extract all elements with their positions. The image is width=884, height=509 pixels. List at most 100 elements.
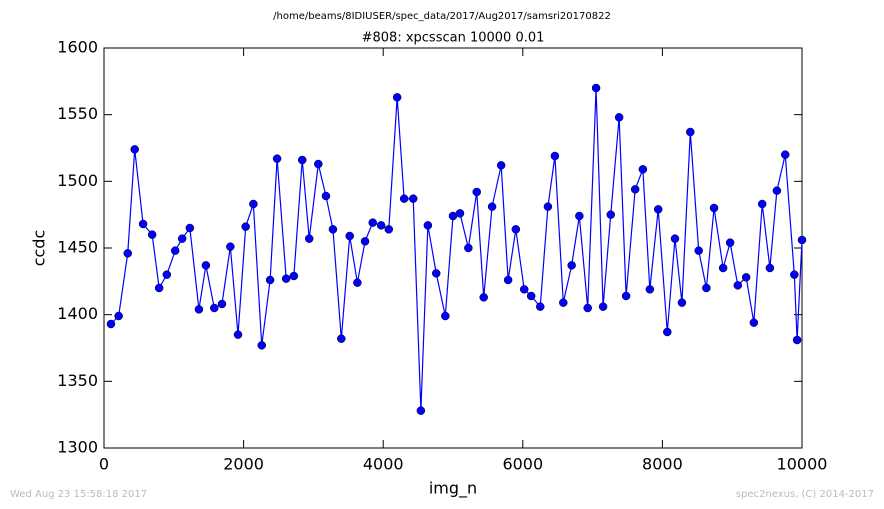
- data-point: [772, 186, 782, 195]
- data-point: [416, 406, 426, 415]
- data-point: [598, 302, 608, 311]
- data-point: [194, 305, 204, 314]
- data-point: [249, 199, 258, 209]
- x-tick-label: 10000: [777, 455, 828, 474]
- data-point: [154, 283, 164, 293]
- data-point: [392, 93, 402, 102]
- y-tick-label: 1500: [57, 171, 98, 190]
- data-point: [709, 203, 719, 213]
- data-point: [314, 159, 323, 169]
- data-point: [201, 261, 211, 270]
- data-point: [328, 225, 338, 234]
- data-point: [479, 293, 488, 302]
- data-point: [567, 261, 576, 270]
- data-point: [147, 230, 157, 239]
- footer-left: Wed Aug 23 15:58:18 2017: [10, 489, 147, 500]
- chart-title: #808: xpcsscan 10000 0.01: [362, 31, 545, 46]
- data-point: [606, 210, 615, 219]
- data-point: [441, 311, 450, 321]
- data-point: [733, 281, 743, 290]
- data-point: [464, 243, 473, 253]
- data-point: [511, 225, 521, 234]
- x-tick-label: 4000: [363, 455, 404, 474]
- data-point: [503, 275, 513, 285]
- data-point: [725, 238, 735, 247]
- y-tick-label: 1450: [57, 238, 98, 257]
- data-point: [345, 231, 354, 241]
- data-point: [272, 154, 282, 163]
- data-point: [408, 194, 418, 203]
- data-point: [575, 211, 584, 221]
- data-point: [106, 319, 116, 329]
- data-point: [757, 199, 767, 209]
- data-point: [138, 219, 148, 229]
- x-tick-label: 8000: [642, 455, 683, 474]
- data-point: [289, 271, 299, 281]
- data-point: [162, 270, 172, 279]
- data-point: [431, 269, 441, 278]
- data-point: [360, 237, 370, 246]
- data-point: [399, 194, 409, 203]
- data-point: [487, 202, 497, 211]
- y-tick-label: 1400: [57, 304, 98, 323]
- data-point: [455, 209, 465, 218]
- data-point: [123, 249, 132, 258]
- data-point: [645, 285, 655, 294]
- x-tick-label: 6000: [502, 455, 543, 474]
- data-point: [792, 335, 802, 345]
- data-point: [472, 187, 481, 197]
- data-point: [797, 235, 807, 245]
- data-point: [423, 221, 433, 230]
- data-point: [496, 161, 506, 170]
- y-tick-label: 1550: [57, 104, 98, 123]
- data-point: [226, 242, 235, 251]
- data-point: [543, 202, 553, 211]
- data-point: [376, 221, 386, 230]
- data-point: [384, 225, 394, 234]
- data-point: [114, 311, 123, 321]
- data-point: [217, 299, 227, 309]
- data-point: [559, 298, 568, 307]
- y-tick-label: 1300: [57, 438, 98, 457]
- data-point: [353, 278, 362, 287]
- data-point: [297, 155, 307, 165]
- data-point: [550, 151, 560, 161]
- data-point: [519, 285, 529, 294]
- data-point: [630, 185, 640, 194]
- data-point: [257, 341, 266, 350]
- data-point: [621, 291, 631, 301]
- data-point: [702, 283, 711, 293]
- data-point: [368, 218, 377, 227]
- data-point: [765, 263, 775, 273]
- data-point: [741, 273, 751, 282]
- data-point: [694, 246, 703, 255]
- data-point: [583, 303, 592, 313]
- y-tick-label: 1350: [57, 371, 98, 390]
- footer-right: spec2nexus, (C) 2014-2017: [736, 489, 874, 500]
- x-tick-label: 2000: [223, 455, 264, 474]
- data-point: [233, 330, 243, 339]
- data-point: [670, 234, 680, 243]
- data-point: [663, 327, 672, 337]
- data-point: [638, 165, 648, 174]
- data-point: [177, 234, 187, 243]
- data-point: [614, 113, 624, 122]
- data-point: [790, 270, 799, 279]
- data-point: [241, 222, 250, 231]
- data-point: [526, 291, 536, 301]
- data-point: [130, 145, 139, 154]
- y-tick-label: 1600: [57, 38, 98, 57]
- x-tick-label: 0: [99, 455, 109, 474]
- x-axis-label: img_n: [429, 479, 477, 499]
- data-point: [185, 223, 195, 233]
- data-point: [780, 150, 790, 159]
- y-axis-label: ccdc: [30, 230, 49, 267]
- data-point: [210, 303, 219, 313]
- suptitle: /home/beams/8IDIUSER/spec_data/2017/Aug2…: [273, 11, 611, 22]
- data-point: [749, 318, 759, 327]
- data-point: [653, 205, 663, 214]
- data-point: [321, 191, 331, 201]
- data-point: [304, 234, 314, 243]
